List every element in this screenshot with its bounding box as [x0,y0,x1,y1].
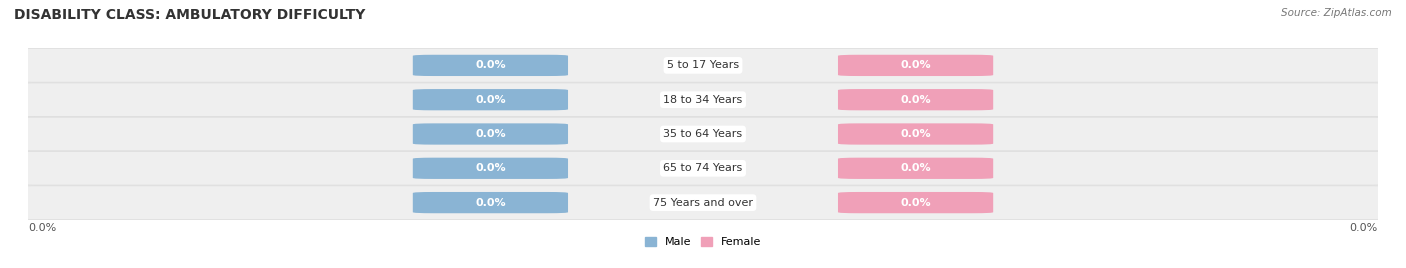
Text: 35 to 64 Years: 35 to 64 Years [664,129,742,139]
Text: 75 Years and over: 75 Years and over [652,198,754,208]
Text: 0.0%: 0.0% [475,198,506,208]
Text: 65 to 74 Years: 65 to 74 Years [664,163,742,173]
FancyBboxPatch shape [838,158,993,179]
Text: 0.0%: 0.0% [475,129,506,139]
FancyBboxPatch shape [838,123,993,145]
Text: 0.0%: 0.0% [900,163,931,173]
Text: 0.0%: 0.0% [475,60,506,70]
Text: 0.0%: 0.0% [900,95,931,105]
Text: 5 to 17 Years: 5 to 17 Years [666,60,740,70]
FancyBboxPatch shape [838,192,993,213]
Text: 0.0%: 0.0% [475,95,506,105]
FancyBboxPatch shape [21,186,1385,219]
Legend: Male, Female: Male, Female [641,233,765,252]
Text: 0.0%: 0.0% [900,129,931,139]
FancyBboxPatch shape [413,89,568,110]
Text: 0.0%: 0.0% [1350,222,1378,233]
Text: 0.0%: 0.0% [900,60,931,70]
Text: 18 to 34 Years: 18 to 34 Years [664,95,742,105]
Text: 0.0%: 0.0% [475,163,506,173]
Text: Source: ZipAtlas.com: Source: ZipAtlas.com [1281,8,1392,18]
FancyBboxPatch shape [838,55,993,76]
Text: 0.0%: 0.0% [900,198,931,208]
Text: DISABILITY CLASS: AMBULATORY DIFFICULTY: DISABILITY CLASS: AMBULATORY DIFFICULTY [14,8,366,22]
FancyBboxPatch shape [838,89,993,110]
FancyBboxPatch shape [21,49,1385,82]
FancyBboxPatch shape [413,123,568,145]
FancyBboxPatch shape [413,192,568,213]
FancyBboxPatch shape [21,83,1385,117]
FancyBboxPatch shape [21,151,1385,185]
FancyBboxPatch shape [413,158,568,179]
Text: 0.0%: 0.0% [28,222,56,233]
FancyBboxPatch shape [413,55,568,76]
FancyBboxPatch shape [21,117,1385,151]
